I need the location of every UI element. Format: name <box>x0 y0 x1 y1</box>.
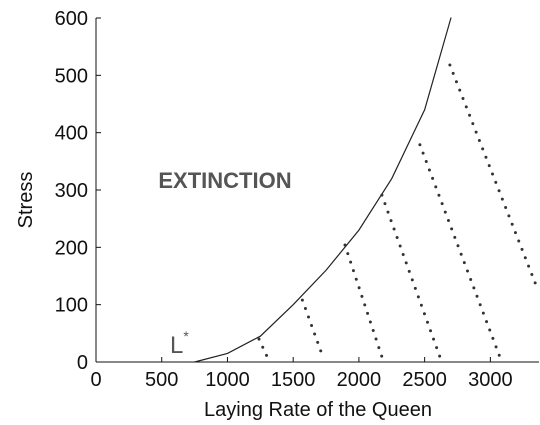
annotation-main: L <box>170 332 183 359</box>
y-tick-label: 300 <box>55 180 88 202</box>
y-tick-label: 0 <box>77 352 88 374</box>
x-tick-label: 3000 <box>468 369 513 391</box>
x-tick-label: 1500 <box>271 369 316 391</box>
y-tick-label: 200 <box>55 237 88 259</box>
dotted-line <box>418 143 502 359</box>
y-tick-label: 400 <box>55 123 88 145</box>
x-tick-label: 2500 <box>402 369 447 391</box>
y-tick-label: 100 <box>55 295 88 317</box>
dotted-line <box>257 337 270 361</box>
annotation-sup: * <box>183 328 189 344</box>
y-axis-label: Stress <box>15 172 37 229</box>
y-tick-label: 500 <box>55 65 88 87</box>
dotted-line <box>380 193 442 359</box>
x-tick-label: 500 <box>145 369 178 391</box>
x-tick-label: 2000 <box>337 369 382 391</box>
curve <box>193 17 452 363</box>
y-tick-label: 600 <box>55 8 88 30</box>
x-tick-label: 1000 <box>205 369 250 391</box>
dotted-line <box>448 63 540 292</box>
x-axis-label: Laying Rate of the Queen <box>204 399 432 421</box>
dotted-line <box>300 298 325 359</box>
dotted-line <box>343 243 384 359</box>
annotation: L* <box>170 328 189 359</box>
annotation: EXTINCTION <box>158 168 291 193</box>
x-tick-label: 0 <box>90 369 101 391</box>
